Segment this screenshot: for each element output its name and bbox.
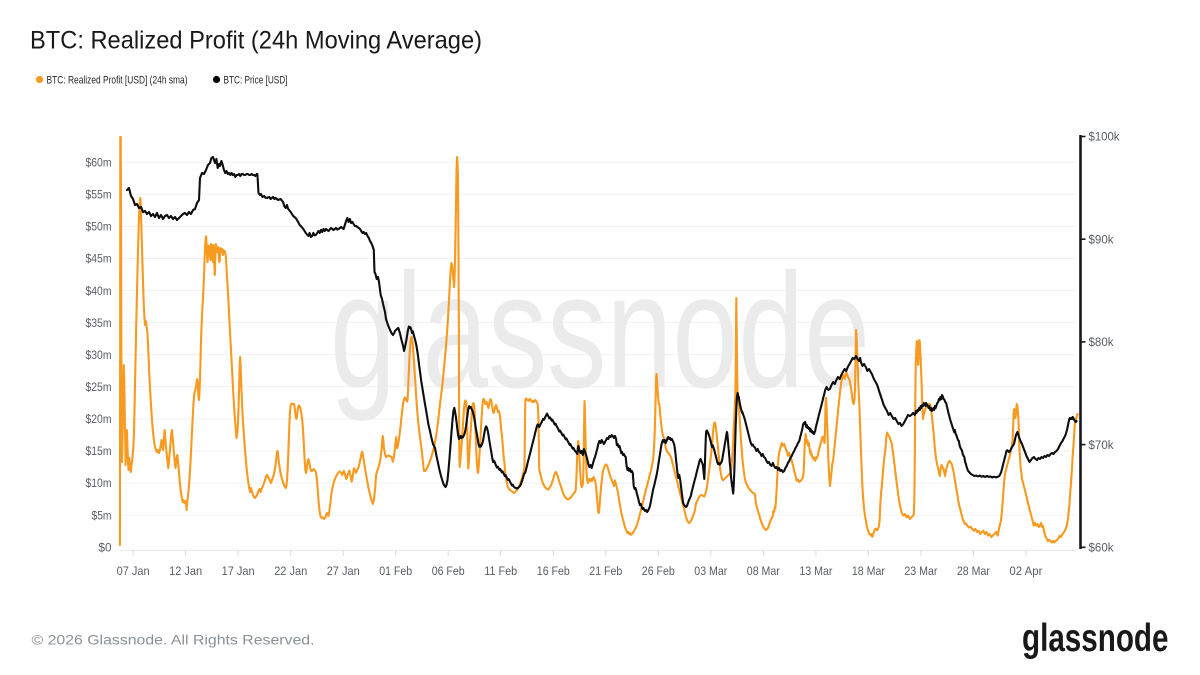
- svg-text:06 Feb: 06 Feb: [432, 564, 465, 578]
- svg-text:28 Mar: 28 Mar: [957, 564, 990, 578]
- svg-text:11 Feb: 11 Feb: [484, 564, 517, 578]
- svg-text:$55m: $55m: [86, 188, 112, 202]
- svg-text:© 2026 Glassnode. All Rights R: © 2026 Glassnode. All Rights Reserved.: [32, 632, 315, 648]
- svg-text:07 Jan: 07 Jan: [117, 564, 150, 578]
- svg-text:BTC: Realized Profit (24h Movi: BTC: Realized Profit (24h Moving Average…: [30, 27, 482, 55]
- svg-text:23 Mar: 23 Mar: [904, 564, 937, 578]
- svg-text:$40m: $40m: [86, 284, 112, 298]
- svg-text:12 Jan: 12 Jan: [169, 564, 202, 578]
- svg-text:13 Mar: 13 Mar: [799, 564, 832, 578]
- svg-text:$0: $0: [99, 540, 112, 554]
- svg-text:BTC: Price [USD]: BTC: Price [USD]: [224, 75, 288, 87]
- svg-text:$50m: $50m: [86, 220, 112, 234]
- svg-text:glassnode: glassnode: [330, 239, 870, 422]
- svg-text:08 Mar: 08 Mar: [747, 564, 780, 578]
- svg-text:26 Feb: 26 Feb: [642, 564, 675, 578]
- svg-text:02 Apr: 02 Apr: [1009, 564, 1042, 578]
- svg-text:03 Mar: 03 Mar: [694, 564, 727, 578]
- svg-text:27 Jan: 27 Jan: [327, 564, 360, 578]
- svg-text:BTC: Realized Profit [USD] (24: BTC: Realized Profit [USD] (24h sma): [47, 75, 188, 87]
- svg-text:16 Feb: 16 Feb: [537, 564, 570, 578]
- svg-text:$60m: $60m: [86, 155, 112, 169]
- svg-text:$80k: $80k: [1089, 335, 1115, 349]
- svg-text:$100k: $100k: [1089, 130, 1121, 144]
- svg-text:$60k: $60k: [1089, 541, 1115, 555]
- svg-text:$5m: $5m: [92, 508, 112, 522]
- svg-text:$70k: $70k: [1089, 438, 1115, 452]
- svg-text:$15m: $15m: [86, 444, 112, 458]
- svg-text:$30m: $30m: [86, 348, 112, 362]
- svg-text:18 Mar: 18 Mar: [852, 564, 885, 578]
- svg-text:$45m: $45m: [86, 252, 112, 266]
- svg-text:21 Feb: 21 Feb: [589, 564, 622, 578]
- svg-text:$20m: $20m: [86, 412, 112, 426]
- svg-text:17 Jan: 17 Jan: [222, 564, 255, 578]
- svg-text:$90k: $90k: [1089, 232, 1115, 246]
- svg-text:$10m: $10m: [86, 476, 112, 490]
- svg-text:$35m: $35m: [86, 316, 112, 330]
- svg-text:22 Jan: 22 Jan: [274, 564, 307, 578]
- svg-text:01 Feb: 01 Feb: [379, 564, 412, 578]
- svg-text:$25m: $25m: [86, 380, 112, 394]
- svg-text:glassnode: glassnode: [1022, 617, 1169, 660]
